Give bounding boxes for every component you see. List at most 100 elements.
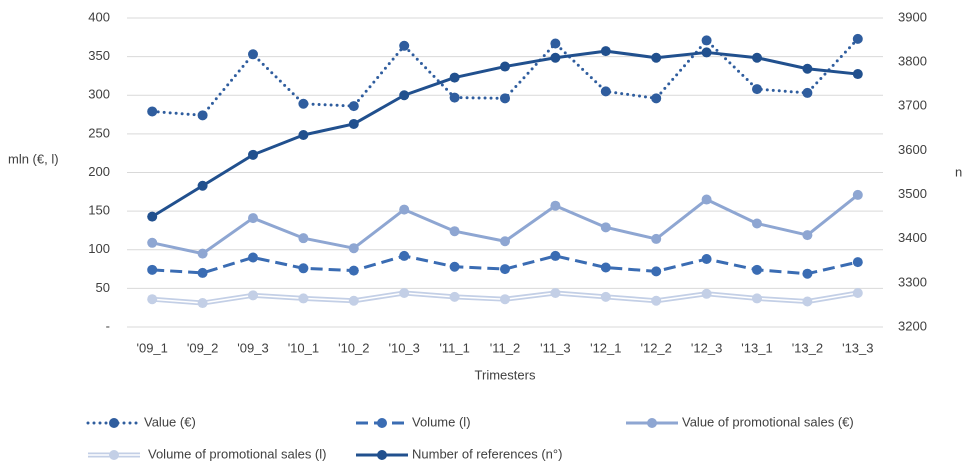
x-tick-label: '12_1 xyxy=(590,340,621,355)
series-line xyxy=(150,37,860,117)
data-point xyxy=(348,295,359,306)
data-point xyxy=(298,263,309,274)
y-tick-label: 250 xyxy=(88,125,110,140)
x-tick-label: '09_1 xyxy=(136,340,167,355)
data-point xyxy=(752,52,762,63)
data-point xyxy=(802,268,813,279)
y2-tick-label: 3800 xyxy=(898,54,927,69)
data-point xyxy=(298,233,309,244)
data-point xyxy=(651,233,662,244)
y2-tick-label: 3600 xyxy=(898,142,927,157)
x-tick-label: '11_3 xyxy=(540,340,570,355)
legend-label: Volume (l) xyxy=(412,414,471,429)
data-point xyxy=(651,52,662,63)
data-point xyxy=(399,40,410,51)
data-point xyxy=(449,92,460,103)
data-point xyxy=(701,194,712,205)
x-tick-label: '11_2 xyxy=(490,340,520,355)
data-point xyxy=(248,290,258,301)
y-tick-label: 200 xyxy=(88,164,110,179)
x-tick-label: '11_1 xyxy=(439,340,469,355)
data-point xyxy=(197,180,208,191)
y-tick-label: 150 xyxy=(88,203,110,218)
x-tick-label: '13_1 xyxy=(741,340,772,355)
data-point xyxy=(147,237,158,248)
data-point xyxy=(852,33,863,44)
x-tick-label: '12_2 xyxy=(640,340,671,355)
data-point xyxy=(197,110,208,121)
x-tick-label: '12_3 xyxy=(691,340,722,355)
data-point xyxy=(147,106,158,117)
data-point xyxy=(600,222,611,233)
data-point xyxy=(449,261,460,272)
data-point xyxy=(550,52,561,63)
x-tick-label: '13_3 xyxy=(842,340,873,355)
y2-axis-title: n xyxy=(955,164,962,179)
legend-marker xyxy=(109,418,119,428)
x-tick-label: '10_3 xyxy=(388,340,419,355)
y2-tick-label: 3900 xyxy=(898,9,927,24)
data-point xyxy=(651,266,662,277)
data-point xyxy=(348,101,359,112)
data-point xyxy=(399,90,410,101)
data-point xyxy=(802,63,813,74)
data-point xyxy=(500,61,510,72)
data-point xyxy=(752,293,762,304)
data-point xyxy=(852,69,863,80)
data-point xyxy=(600,46,611,57)
data-point xyxy=(852,257,863,268)
data-point xyxy=(248,149,258,160)
series-line xyxy=(152,254,859,276)
legend-marker xyxy=(109,450,119,460)
y2-tick-label: 3300 xyxy=(898,274,927,289)
data-point xyxy=(550,200,561,211)
y2-tick-label: 3700 xyxy=(898,98,927,113)
data-point xyxy=(248,213,258,224)
data-point xyxy=(500,264,510,275)
y-tick-label: 400 xyxy=(88,9,110,24)
data-point xyxy=(147,211,158,222)
legend-label: Number of references (n°) xyxy=(412,446,562,461)
data-point xyxy=(298,129,309,140)
data-point xyxy=(348,243,359,254)
x-axis-title: Trimesters xyxy=(475,367,536,382)
data-point xyxy=(348,265,359,276)
data-point xyxy=(752,264,762,275)
data-point xyxy=(852,288,863,299)
data-point xyxy=(802,87,813,98)
data-point xyxy=(550,250,561,261)
y-tick-label: 100 xyxy=(88,241,110,256)
data-point xyxy=(197,298,208,309)
data-point xyxy=(147,264,158,275)
legend-marker xyxy=(377,450,387,460)
legend-marker xyxy=(647,418,657,428)
x-tick-label: '09_2 xyxy=(187,340,218,355)
data-point xyxy=(500,93,510,104)
legend-label: Value (€) xyxy=(144,414,196,429)
x-tick-label: '10_1 xyxy=(288,340,319,355)
data-point xyxy=(701,254,712,265)
data-point xyxy=(701,35,712,46)
data-point xyxy=(701,47,712,58)
data-point xyxy=(399,288,410,299)
data-point xyxy=(852,189,863,200)
data-point xyxy=(802,296,813,307)
data-point xyxy=(550,288,561,299)
y-tick-label: 300 xyxy=(88,87,110,102)
data-point xyxy=(449,226,460,237)
y2-tick-label: 3500 xyxy=(898,186,927,201)
data-point xyxy=(752,218,762,229)
x-tick-label: '10_2 xyxy=(338,340,369,355)
x-tick-label: '13_2 xyxy=(792,340,823,355)
legend-marker xyxy=(377,418,387,428)
y-axis-title: mln (€, l) xyxy=(8,151,59,166)
data-point xyxy=(298,98,309,109)
data-point xyxy=(500,236,510,247)
data-point xyxy=(197,267,208,278)
data-point xyxy=(651,295,662,306)
data-point xyxy=(248,49,258,60)
data-point xyxy=(600,262,611,273)
data-point xyxy=(449,291,460,302)
y2-tick-label: 3400 xyxy=(898,230,927,245)
